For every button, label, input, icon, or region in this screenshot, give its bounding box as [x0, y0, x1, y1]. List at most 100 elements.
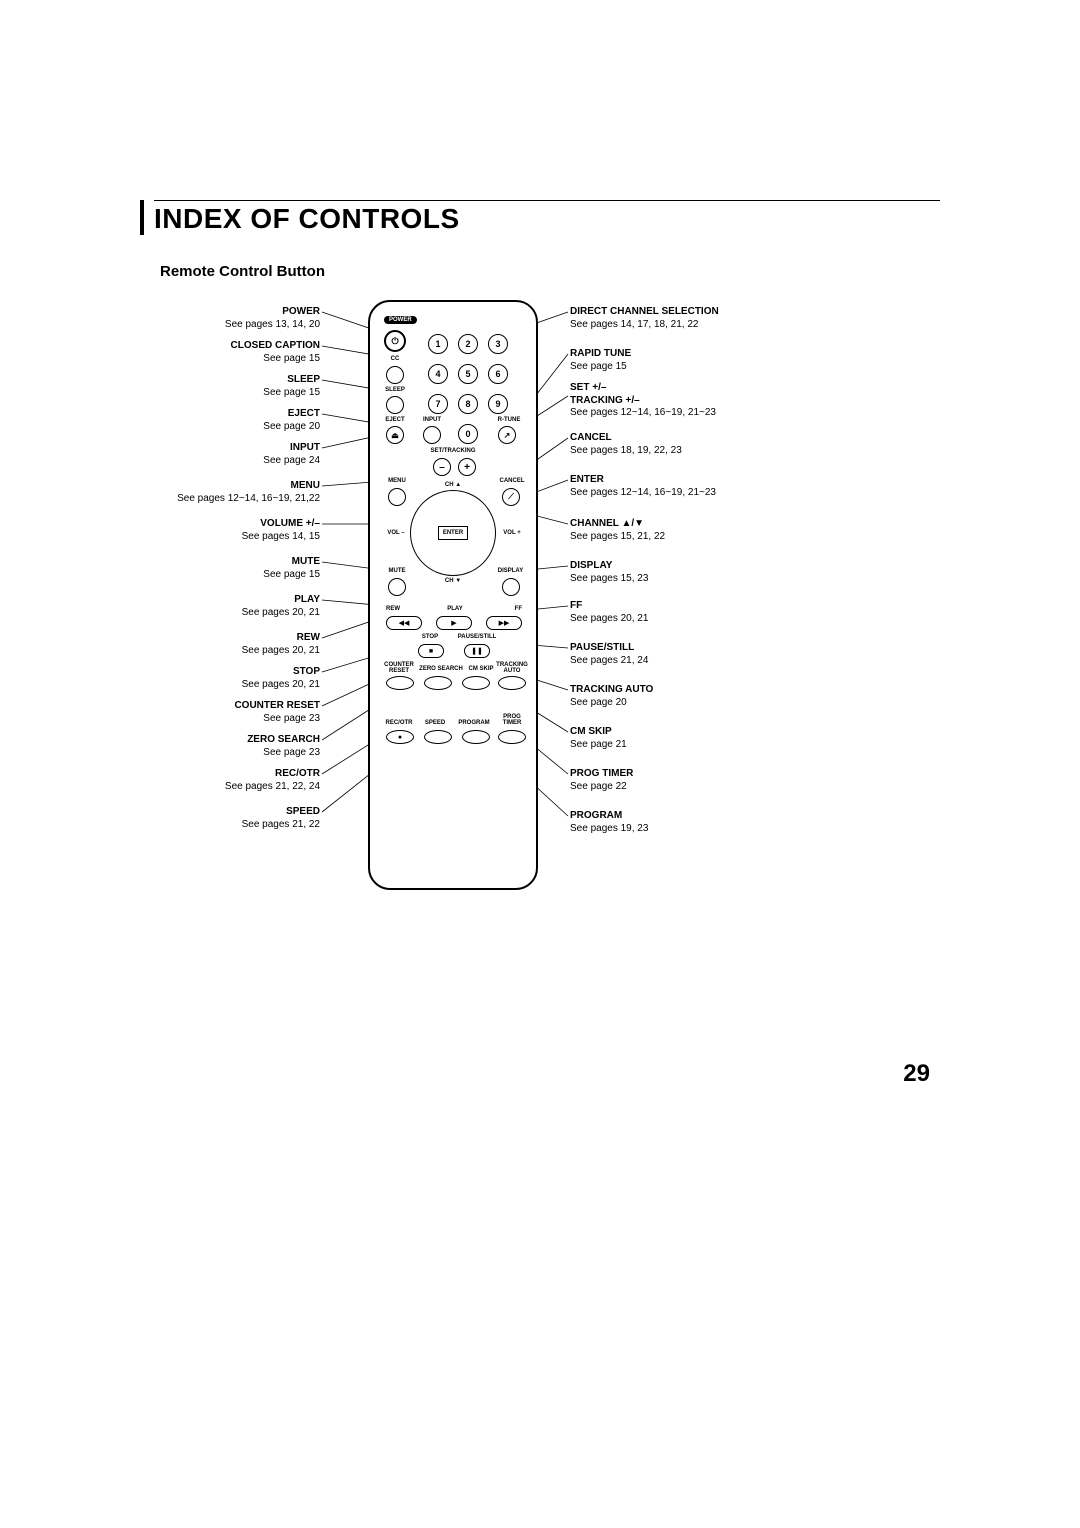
vol-minus-label: VOL –	[382, 530, 410, 536]
section-subtitle: Remote Control Button	[160, 263, 940, 280]
right-label-7: FFSee pages 20, 21	[570, 600, 830, 625]
ch-dn-label: CH ▼	[438, 578, 468, 584]
power-button[interactable]: ⏻	[384, 330, 406, 352]
eject-button[interactable]: ⏏	[386, 426, 404, 444]
rec-otr-label: REC/OTR	[382, 720, 416, 726]
cc-label: CC	[384, 356, 406, 362]
stop-label: STOP	[416, 634, 444, 640]
num-1[interactable]: 1	[428, 334, 448, 354]
sleep-button[interactable]	[386, 396, 404, 414]
mute-button[interactable]	[388, 578, 406, 596]
left-label-8: PLAYSee pages 20, 21	[140, 594, 320, 619]
rew-label: REW	[386, 606, 416, 612]
program-label: PROGRAM	[454, 720, 494, 726]
cancel-button[interactable]: ⟋	[502, 488, 520, 506]
num-7[interactable]: 7	[428, 394, 448, 414]
zero-search-label: ZERO SEARCH	[416, 666, 466, 672]
right-label-11: PROG TIMERSee page 22	[570, 768, 830, 793]
power-label: POWER	[384, 316, 417, 324]
left-label-7: MUTESee page 15	[140, 556, 320, 581]
title-rule	[154, 200, 940, 201]
num-3[interactable]: 3	[488, 334, 508, 354]
left-label-3: EJECTSee page 20	[140, 408, 320, 433]
left-label-5: MENUSee pages 12~14, 16~19, 21,22	[140, 480, 320, 505]
program-button[interactable]	[462, 730, 490, 744]
enter-button[interactable]: ENTER	[438, 526, 468, 540]
set-minus[interactable]: –	[433, 458, 451, 476]
left-label-14: SPEEDSee pages 21, 22	[140, 806, 320, 831]
right-label-0: DIRECT CHANNEL SELECTIONSee pages 14, 17…	[570, 306, 830, 331]
menu-button[interactable]	[388, 488, 406, 506]
counter-reset-label: COUNTER RESET	[382, 662, 416, 674]
set-tracking-label: SET/TRACKING	[423, 448, 483, 454]
stop-button[interactable]: ■	[418, 644, 444, 658]
display-label: DISPLAY	[493, 568, 528, 574]
num-8[interactable]: 8	[458, 394, 478, 414]
page-title: INDEX OF CONTROLS	[154, 203, 940, 235]
page-number: 29	[903, 1060, 930, 1088]
zero-search-button[interactable]	[424, 676, 452, 690]
num-0[interactable]: 0	[458, 424, 478, 444]
play-button[interactable]: ▶	[436, 616, 472, 630]
mute-label: MUTE	[383, 568, 411, 574]
remote-body: POWER ⏻ CC 1 2 3 4 5 6 7 8 9 0 SLEEP EJE…	[368, 300, 538, 890]
page: INDEX OF CONTROLS Remote Control Button	[140, 200, 940, 940]
left-label-13: REC/OTRSee pages 21, 22, 24	[140, 768, 320, 793]
tracking-auto-button[interactable]	[498, 676, 526, 690]
prog-timer-label: PROG TIMER	[496, 714, 528, 726]
left-label-2: SLEEPSee page 15	[140, 374, 320, 399]
left-label-6: VOLUME +/–See pages 14, 15	[140, 518, 320, 543]
right-label-12: PROGRAMSee pages 19, 23	[570, 810, 830, 835]
num-2[interactable]: 2	[458, 334, 478, 354]
rtune-button[interactable]: ↗	[498, 426, 516, 444]
num-5[interactable]: 5	[458, 364, 478, 384]
right-label-10: CM SKIPSee page 21	[570, 726, 830, 751]
num-4[interactable]: 4	[428, 364, 448, 384]
rtune-label: R-TUNE	[493, 417, 525, 423]
set-plus[interactable]: +	[458, 458, 476, 476]
num-9[interactable]: 9	[488, 394, 508, 414]
right-label-9: TRACKING AUTOSee page 20	[570, 684, 830, 709]
rew-button[interactable]: ◀◀	[386, 616, 422, 630]
remote-diagram: POWERSee pages 13, 14, 20 CLOSED CAPTIONS…	[140, 300, 940, 940]
left-label-4: INPUTSee page 24	[140, 442, 320, 467]
speed-label: SPEED	[420, 720, 450, 726]
left-label-11: COUNTER RESETSee page 23	[140, 700, 320, 725]
left-label-9: REWSee pages 20, 21	[140, 632, 320, 657]
ff-button[interactable]: ▶▶	[486, 616, 522, 630]
right-label-4: ENTERSee pages 12~14, 16~19, 21~23	[570, 474, 830, 499]
display-button[interactable]	[502, 578, 520, 596]
cc-button[interactable]	[386, 366, 404, 384]
left-label-12: ZERO SEARCHSee page 23	[140, 734, 320, 759]
speed-button[interactable]	[424, 730, 452, 744]
sleep-label: SLEEP	[381, 387, 409, 393]
left-label-1: CLOSED CAPTIONSee page 15	[140, 340, 320, 365]
num-6[interactable]: 6	[488, 364, 508, 384]
input-button[interactable]	[423, 426, 441, 444]
cm-skip-button[interactable]	[462, 676, 490, 690]
pause-button[interactable]: ❚❚	[464, 644, 490, 658]
tracking-auto-label: TRACKING AUTO	[494, 662, 530, 674]
input-label: INPUT	[418, 417, 446, 423]
menu-label: MENU	[383, 478, 411, 484]
right-label-5: CHANNEL ▲/▼See pages 15, 21, 22	[570, 518, 830, 543]
rec-otr-button[interactable]: ●	[386, 730, 414, 744]
right-label-8: PAUSE/STILLSee pages 21, 24	[570, 642, 830, 667]
right-label-6: DISPLAYSee pages 15, 23	[570, 560, 830, 585]
right-label-2: SET +/–TRACKING +/–See pages 12~14, 16~1…	[570, 382, 830, 420]
vol-plus-label: VOL +	[498, 530, 526, 536]
counter-reset-button[interactable]	[386, 676, 414, 690]
right-label-1: RAPID TUNESee page 15	[570, 348, 830, 373]
ch-up-label: CH ▲	[438, 482, 468, 488]
left-label-0: POWERSee pages 13, 14, 20	[140, 306, 320, 331]
title-block: INDEX OF CONTROLS	[140, 200, 940, 235]
left-label-10: STOPSee pages 20, 21	[140, 666, 320, 691]
ff-label: FF	[498, 606, 522, 612]
eject-label: EJECT	[381, 417, 409, 423]
cm-skip-label: CM SKIP	[464, 666, 498, 672]
prog-timer-button[interactable]	[498, 730, 526, 744]
right-label-3: CANCELSee pages 18, 19, 22, 23	[570, 432, 830, 457]
remote-inner: POWER ⏻ CC 1 2 3 4 5 6 7 8 9 0 SLEEP EJE…	[378, 310, 528, 880]
pause-label: PAUSE/STILL	[452, 634, 502, 640]
cancel-label: CANCEL	[496, 478, 528, 484]
